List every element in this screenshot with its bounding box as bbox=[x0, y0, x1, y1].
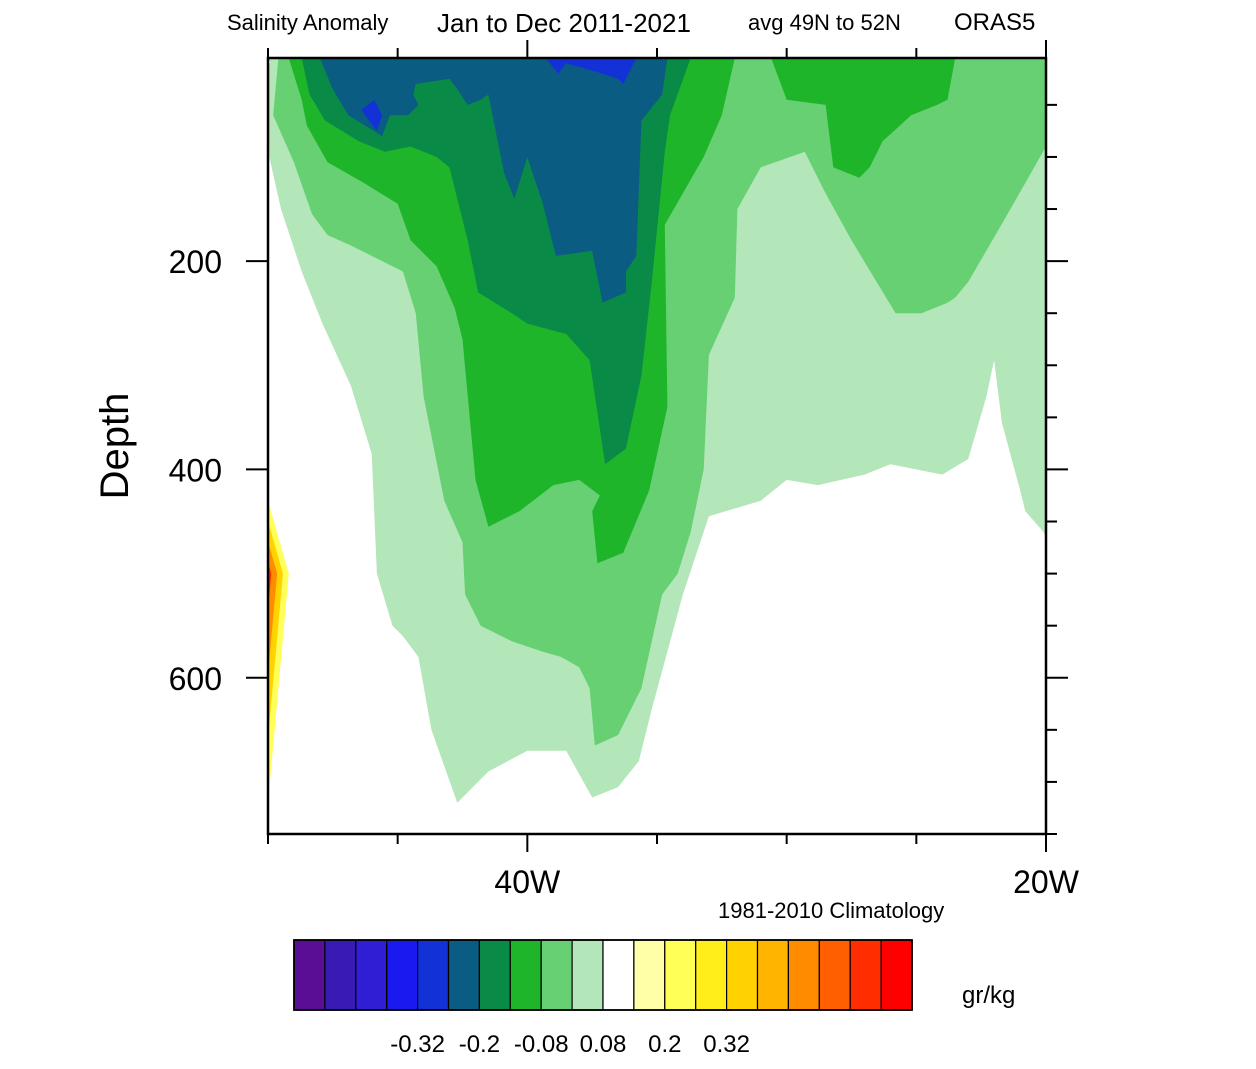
colorbar-swatch bbox=[478, 939, 511, 1011]
colorbar: -0.32 -0.2 -0.08 0.08 0.2 0.32 bbox=[293, 939, 913, 1058]
contour-fill-6 bbox=[361, 99, 383, 131]
contour-fills bbox=[268, 58, 1046, 803]
colorbar-swatch bbox=[355, 939, 388, 1011]
colorbar-swatch bbox=[818, 939, 851, 1011]
colorbar-swatch bbox=[540, 939, 573, 1011]
climatology-label: 1981-2010 Climatology bbox=[718, 898, 944, 923]
title-right-region: avg 49N to 52N bbox=[748, 10, 901, 35]
title-right-dataset: ORAS5 bbox=[954, 9, 1035, 36]
colorbar-swatch bbox=[725, 939, 759, 1011]
units-label: gr/kg bbox=[962, 982, 1015, 1009]
contour-fill-5 bbox=[545, 58, 637, 84]
colorbar-frame bbox=[293, 939, 913, 1011]
colorbar-label: -0.08 bbox=[514, 1031, 569, 1058]
colorbar-swatch bbox=[602, 939, 635, 1011]
colorbar-swatch bbox=[664, 939, 697, 1011]
colorbar-swatch bbox=[386, 939, 419, 1011]
title-left: Salinity Anomaly bbox=[227, 10, 388, 35]
colorbar-swatch bbox=[417, 939, 450, 1011]
colorbar-label: -0.32 bbox=[390, 1031, 445, 1058]
colorbar-label: 0.08 bbox=[580, 1031, 627, 1058]
colorbar-label: 0.2 bbox=[648, 1031, 681, 1058]
colorbar-swatch bbox=[880, 939, 913, 1011]
colorbar-swatch bbox=[787, 939, 820, 1011]
colorbar-swatch bbox=[756, 939, 789, 1011]
y-tick-label: 400 bbox=[169, 452, 222, 488]
y-axis-label: Depth bbox=[93, 393, 137, 500]
colorbar-swatch bbox=[849, 939, 882, 1011]
x-tick-label: 20W bbox=[1013, 864, 1080, 900]
axes: 200 400 600 40W 20W bbox=[169, 40, 1080, 900]
y-tick-label: 200 bbox=[169, 244, 222, 280]
colorbar-label: 0.32 bbox=[703, 1031, 750, 1058]
y-tick-label: 600 bbox=[169, 661, 222, 697]
colorbar-swatch bbox=[695, 939, 728, 1011]
colorbar-swatch bbox=[324, 939, 357, 1011]
colorbar-swatch bbox=[293, 939, 326, 1011]
colorbar-swatch bbox=[509, 939, 542, 1011]
x-tick-label: 40W bbox=[494, 864, 561, 900]
colorbar-swatch bbox=[571, 939, 604, 1011]
title-center: Jan to Dec 2011-2021 bbox=[437, 8, 691, 38]
contour-fill-4 bbox=[319, 58, 668, 303]
colorbar-label: -0.2 bbox=[459, 1031, 500, 1058]
colorbar-swatch bbox=[447, 939, 480, 1011]
plot-area bbox=[266, 56, 1048, 836]
colorbar-swatch bbox=[633, 939, 666, 1011]
